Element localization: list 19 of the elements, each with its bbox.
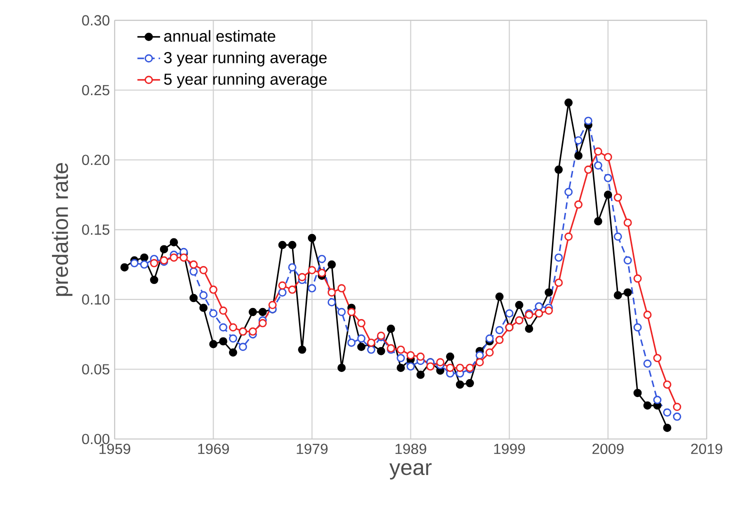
x-tick-label: 1979: [296, 444, 328, 454]
y-tick-label: 0.00: [82, 434, 110, 444]
x-axis-title: year: [389, 463, 432, 480]
legend-label: 3 year running average: [164, 52, 327, 66]
y-tick-label: 0.30: [82, 15, 110, 26]
x-tick-label: 1989: [396, 444, 426, 454]
x-tick-label: 1969: [198, 444, 229, 454]
legend-label: 5 year running average: [164, 73, 327, 88]
x-tick-label: 2019: [691, 444, 722, 454]
y-axis-title: predation rate: [52, 163, 72, 296]
y-tick-label: 0.15: [82, 224, 110, 235]
y-tick-label: 0.20: [82, 154, 110, 166]
x-tick-label: 1959: [100, 444, 130, 454]
x-tick-label: 2009: [592, 444, 624, 454]
y-tick-label: 0.25: [82, 84, 110, 96]
y-tick-label: 0.10: [82, 294, 110, 305]
y-tick-label: 0.05: [82, 364, 110, 374]
x-tick-label: 1999: [494, 444, 525, 454]
legend-label: annual estimate: [164, 30, 276, 42]
